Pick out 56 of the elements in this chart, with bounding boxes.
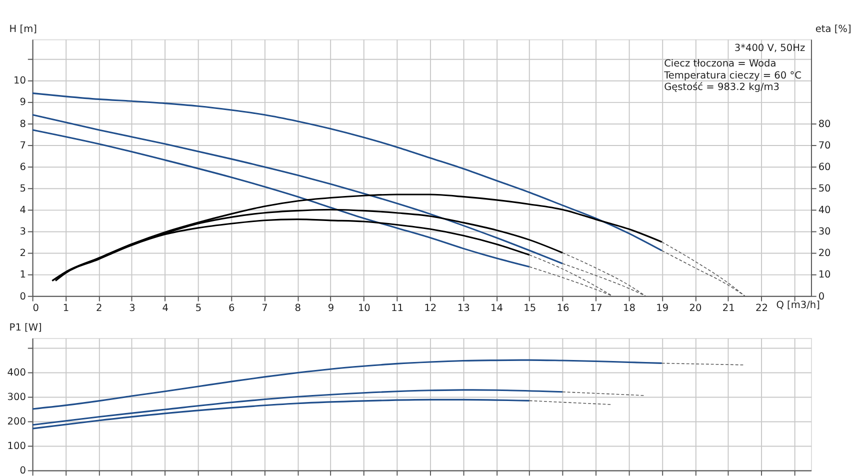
y2-tick-label: 80 bbox=[818, 118, 831, 130]
x-axis-title: Q [m3/h] bbox=[776, 300, 820, 312]
x-tick-label: 15 bbox=[524, 303, 536, 314]
x-tick-label: 7 bbox=[262, 303, 268, 314]
x-tick-label: 4 bbox=[162, 303, 168, 314]
x-tick-label: 1 bbox=[62, 303, 70, 314]
y-tick-label: 0 bbox=[20, 291, 26, 302]
x-tick-label: 13 bbox=[457, 303, 470, 314]
y2-tick-label: 70 bbox=[818, 140, 831, 152]
annotation: Ciecz tłoczona = Woda bbox=[664, 58, 776, 70]
y-tick-label: 7 bbox=[20, 140, 26, 152]
annotation: Temperatura cieczy = 60 °C bbox=[663, 70, 802, 82]
x-tick-label: 8 bbox=[294, 303, 302, 314]
y-tick-label: 5 bbox=[20, 183, 26, 194]
y-tick-label: 4 bbox=[20, 205, 26, 216]
y2-tick-label: 20 bbox=[818, 248, 831, 260]
annotation: Gęstość = 983.2 kg/m3 bbox=[664, 82, 780, 94]
x-tick-label: 17 bbox=[590, 303, 602, 314]
x-tick-label: 2 bbox=[96, 303, 102, 314]
x-tick-label: 22 bbox=[756, 303, 768, 314]
y2-tick-label: 10 bbox=[818, 270, 831, 281]
y-axis-title: P1 [W] bbox=[9, 322, 42, 334]
y-tick-label: 0 bbox=[20, 466, 26, 476]
y-tick-label: 3 bbox=[20, 226, 26, 238]
y-axis-title: H [m] bbox=[9, 24, 37, 35]
y2-tick-label: 50 bbox=[818, 183, 831, 194]
y-tick-label: 10 bbox=[14, 76, 26, 87]
y-tick-label: 8 bbox=[20, 118, 26, 130]
x-tick-label: 11 bbox=[391, 303, 404, 314]
y-tick-label: 6 bbox=[20, 162, 26, 173]
y2-tick-label: 60 bbox=[818, 162, 831, 173]
x-tick-label: 12 bbox=[424, 303, 437, 314]
x-tick-label: 19 bbox=[656, 303, 669, 314]
x-tick-label: 21 bbox=[722, 303, 735, 314]
y-tick-label: 100 bbox=[7, 441, 26, 452]
x-tick-label: 10 bbox=[358, 303, 370, 314]
x-tick-label: 16 bbox=[556, 303, 570, 314]
x-tick-label: 20 bbox=[689, 303, 702, 314]
y-tick-label: 400 bbox=[7, 368, 26, 379]
x-tick-label: 18 bbox=[623, 303, 636, 314]
y-tick-label: 200 bbox=[7, 416, 26, 428]
y-tick-label: 9 bbox=[20, 97, 26, 108]
y2-tick-label: 30 bbox=[818, 226, 831, 238]
y-tick-label: 300 bbox=[7, 392, 26, 404]
y-tick-label: 1 bbox=[20, 270, 26, 281]
y2-tick-label: 0 bbox=[818, 291, 825, 302]
x-tick-label: 3 bbox=[129, 303, 136, 314]
y-tick-label: 2 bbox=[20, 248, 26, 260]
x-tick-label: 5 bbox=[195, 303, 202, 314]
x-tick-label: 6 bbox=[228, 303, 235, 314]
annotation: 3*400 V, 50Hz bbox=[734, 43, 806, 54]
y2-axis-title: eta [%] bbox=[815, 24, 852, 35]
x-tick-label: 0 bbox=[32, 303, 40, 314]
y2-tick-label: 40 bbox=[818, 205, 831, 216]
x-tick-label: 9 bbox=[328, 303, 334, 314]
x-tick-label: 14 bbox=[490, 303, 503, 314]
